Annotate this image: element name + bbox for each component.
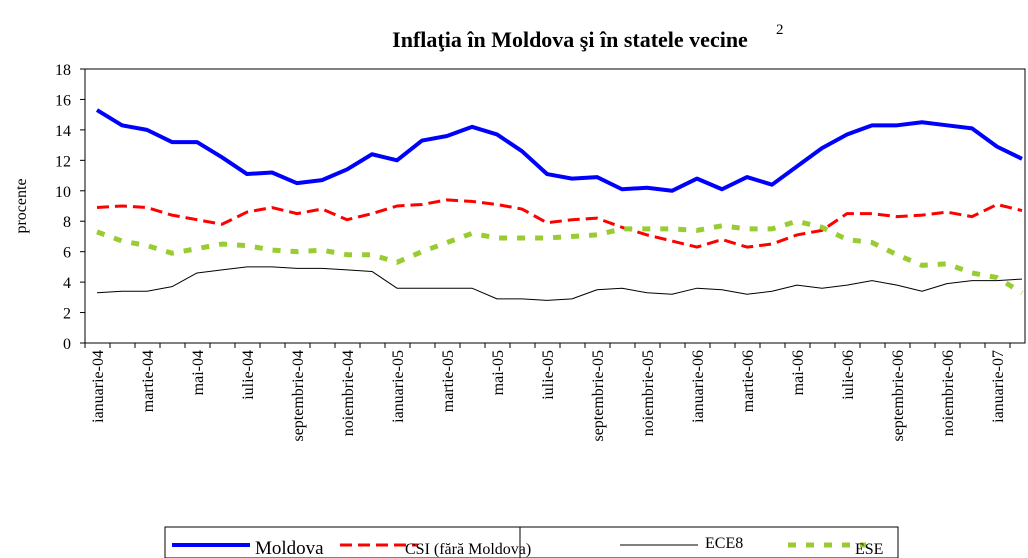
x-tick-label: mai-04 — [190, 350, 207, 395]
y-tick-label: 4 — [63, 275, 71, 292]
series-line — [96, 218, 1024, 295]
x-tick-label: martie-05 — [440, 350, 457, 412]
legend-label: CSI (fără Moldova) — [405, 541, 531, 558]
x-tick-label: ianuarie-05 — [390, 350, 407, 423]
x-tick-label: iulie-04 — [240, 350, 257, 400]
x-tick-label: mai-06 — [790, 350, 807, 395]
x-tick-label: ianuarie-04 — [90, 350, 107, 423]
x-tick-label: iulie-06 — [840, 350, 857, 400]
legend-label: ECE8 — [705, 535, 743, 552]
x-tick-label: ianuarie-06 — [690, 350, 707, 423]
y-tick-label: 18 — [55, 62, 71, 79]
y-tick-label: 10 — [55, 184, 71, 201]
x-tick-label: mai-05 — [490, 350, 507, 395]
y-axis-label: procente — [13, 178, 30, 233]
y-tick-label: 6 — [63, 245, 71, 262]
y-tick-label: 14 — [55, 123, 71, 140]
y-tick-label: 12 — [55, 153, 71, 170]
y-tick-label: 0 — [63, 336, 71, 353]
x-tick-label: septembrie-05 — [590, 350, 607, 442]
legend-box — [519, 526, 899, 558]
chart-title: Inflaţia în Moldova şi în statele vecine — [392, 27, 748, 52]
series-line — [95, 108, 1023, 193]
x-tick-label: noiembrie-06 — [940, 350, 957, 436]
x-tick-label: martie-04 — [140, 350, 157, 412]
x-tick-label: iulie-05 — [540, 350, 557, 400]
x-tick-label: ianuarie-07 — [990, 350, 1007, 423]
title-note: 2 — [776, 22, 784, 38]
plot-frame — [84, 68, 1026, 344]
series-line — [96, 266, 1023, 301]
x-tick-label: noiembrie-05 — [640, 350, 657, 436]
x-tick-label: septembrie-06 — [890, 350, 907, 442]
y-tick-label: 8 — [63, 214, 71, 231]
legend-label: Moldova — [255, 538, 324, 558]
x-tick-label: noiembrie-04 — [340, 350, 357, 436]
legend-label: ESE — [855, 541, 883, 558]
x-tick-label: martie-06 — [740, 350, 757, 412]
y-tick-label: 16 — [55, 92, 71, 109]
series-line — [96, 198, 1023, 249]
y-tick-label: 2 — [63, 306, 71, 323]
x-tick-label: septembrie-04 — [290, 350, 307, 442]
